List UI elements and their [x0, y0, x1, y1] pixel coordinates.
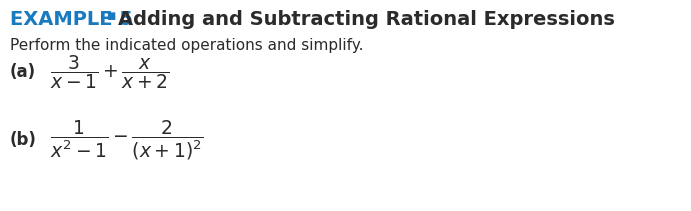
Text: Perform the indicated operations and simplify.: Perform the indicated operations and sim…: [10, 38, 363, 53]
Text: ■: ■: [106, 11, 115, 21]
Text: EXAMPLE 5: EXAMPLE 5: [10, 10, 133, 29]
Text: (a): (a): [10, 63, 36, 81]
Text: $\dfrac{1}{x^2-1}-\dfrac{2}{(x+1)^2}$: $\dfrac{1}{x^2-1}-\dfrac{2}{(x+1)^2}$: [50, 118, 203, 162]
Text: (b): (b): [10, 131, 37, 149]
Text: $\dfrac{3}{x-1}+\dfrac{x}{x+2}$: $\dfrac{3}{x-1}+\dfrac{x}{x+2}$: [50, 53, 170, 91]
Text: Adding and Subtracting Rational Expressions: Adding and Subtracting Rational Expressi…: [118, 10, 615, 29]
